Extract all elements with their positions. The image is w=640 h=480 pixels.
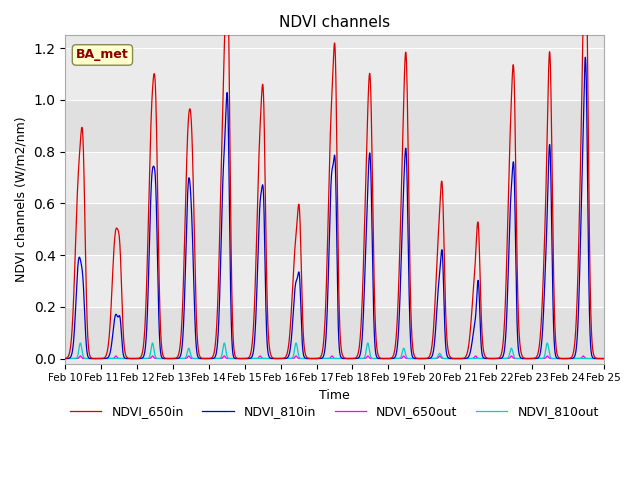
NDVI_810in <box>486 356 493 361</box>
NDVI_650out <box>508 353 515 359</box>
Line: NDVI_810out: NDVI_810out <box>65 343 604 359</box>
NDVI_810in <box>600 356 607 361</box>
Line: NDVI_650out: NDVI_650out <box>65 356 604 359</box>
Bar <box>65 100 604 152</box>
NDVI_810in <box>314 356 322 361</box>
Line: NDVI_650in: NDVI_650in <box>65 0 604 359</box>
NDVI_810out <box>61 356 69 361</box>
NDVI_650out <box>426 356 433 361</box>
NDVI_810out <box>599 356 607 361</box>
Bar <box>65 204 604 255</box>
NDVI_810out <box>426 356 433 361</box>
Bar <box>65 255 604 307</box>
NDVI_810in <box>599 356 607 361</box>
Bar <box>65 307 604 359</box>
NDVI_650out <box>158 356 166 361</box>
NDVI_650in <box>486 356 493 361</box>
Text: BA_met: BA_met <box>76 48 129 61</box>
NDVI_650in <box>61 356 69 361</box>
Title: NDVI channels: NDVI channels <box>279 15 390 30</box>
Legend: NDVI_650in, NDVI_810in, NDVI_650out, NDVI_810out: NDVI_650in, NDVI_810in, NDVI_650out, NDV… <box>65 400 604 423</box>
NDVI_810out <box>600 356 607 361</box>
NDVI_810in <box>426 356 433 361</box>
NDVI_650in <box>158 348 166 353</box>
NDVI_650in <box>455 356 463 361</box>
Bar <box>65 48 604 100</box>
NDVI_810out <box>599 356 607 361</box>
NDVI_650in <box>426 354 433 360</box>
X-axis label: Time: Time <box>319 389 350 402</box>
Line: NDVI_810in: NDVI_810in <box>65 57 604 359</box>
NDVI_650out <box>599 356 607 361</box>
NDVI_810out <box>486 356 493 361</box>
NDVI_650out <box>61 356 69 361</box>
NDVI_810out <box>158 356 166 361</box>
NDVI_650out <box>486 356 493 361</box>
NDVI_810in <box>455 356 463 361</box>
NDVI_810in <box>61 356 69 361</box>
NDVI_810out <box>314 356 322 361</box>
NDVI_650out <box>314 356 322 361</box>
Bar <box>65 152 604 204</box>
NDVI_650out <box>455 356 463 361</box>
NDVI_650out <box>600 356 607 361</box>
NDVI_810in <box>582 54 589 60</box>
NDVI_810in <box>158 355 166 360</box>
NDVI_650in <box>599 356 607 361</box>
NDVI_810out <box>455 356 463 361</box>
NDVI_650in <box>600 356 607 361</box>
NDVI_810out <box>543 340 551 346</box>
NDVI_650in <box>314 356 322 361</box>
Y-axis label: NDVI channels (W/m2/nm): NDVI channels (W/m2/nm) <box>15 117 28 282</box>
